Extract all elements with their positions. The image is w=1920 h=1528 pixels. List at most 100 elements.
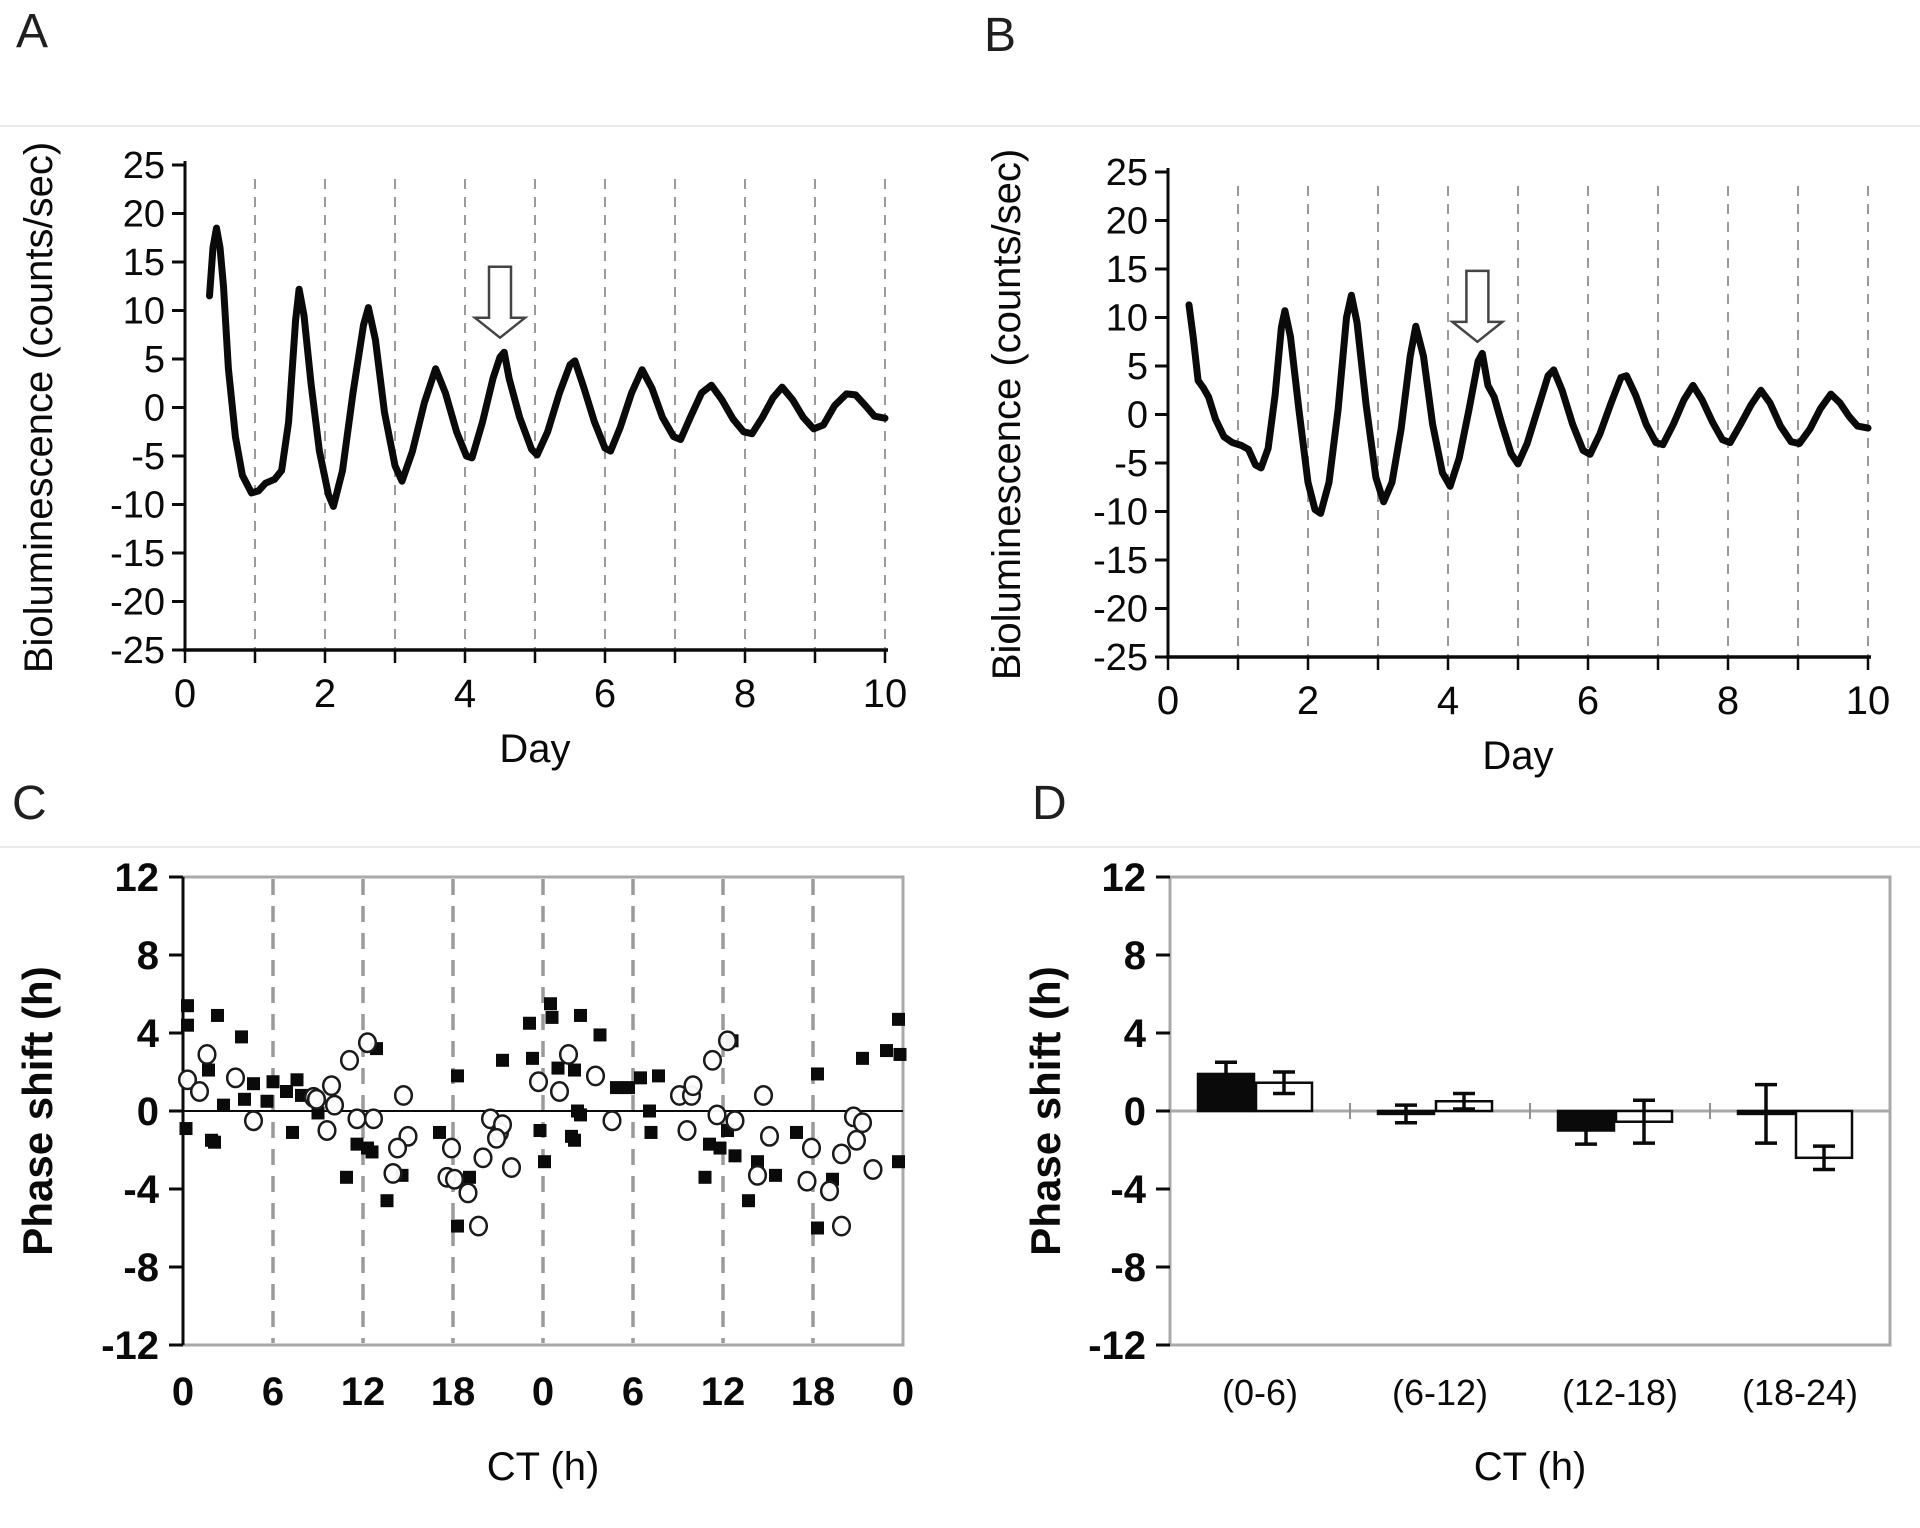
circle-marker bbox=[197, 1044, 217, 1065]
y-axis-title: Phase shift (h) bbox=[1022, 966, 1069, 1255]
square-marker bbox=[698, 1170, 712, 1184]
y-tick-label: -4 bbox=[1110, 1168, 1146, 1212]
x-tick-label: 6 bbox=[622, 1370, 644, 1414]
circle-marker bbox=[357, 1032, 378, 1054]
y-tick-label: -10 bbox=[1093, 492, 1148, 534]
circle-marker bbox=[225, 1067, 246, 1089]
y-tick-label: -25 bbox=[110, 630, 165, 672]
y-tick-label: -8 bbox=[123, 1246, 159, 1290]
circle-marker bbox=[683, 1075, 703, 1097]
square-marker bbox=[713, 1141, 727, 1155]
square-marker bbox=[811, 1221, 824, 1235]
y-tick-label: 25 bbox=[1106, 152, 1148, 194]
down-arrow-icon bbox=[471, 265, 529, 340]
square-marker bbox=[892, 1012, 905, 1026]
x-tick-label: 18 bbox=[791, 1370, 836, 1414]
square-marker bbox=[181, 1018, 194, 1032]
x-axis-title: Day bbox=[1482, 734, 1553, 778]
circle-marker bbox=[317, 1120, 337, 1141]
x-tick-label: 2 bbox=[314, 672, 336, 716]
square-marker bbox=[526, 1051, 539, 1065]
square-marker bbox=[880, 1044, 893, 1058]
square-marker bbox=[211, 1008, 224, 1022]
circle-marker bbox=[852, 1112, 873, 1134]
circle-marker bbox=[747, 1164, 768, 1186]
square-marker bbox=[208, 1135, 221, 1149]
y-tick-label: 12 bbox=[1102, 856, 1147, 900]
square-marker bbox=[217, 1098, 230, 1112]
circle-marker bbox=[324, 1094, 345, 1116]
circle-marker bbox=[468, 1215, 489, 1237]
circle-marker bbox=[677, 1120, 697, 1141]
square-marker bbox=[451, 1069, 464, 1083]
square-marker bbox=[365, 1145, 379, 1159]
x-tick-label: 8 bbox=[734, 672, 756, 716]
circle-marker bbox=[702, 1049, 723, 1071]
square-marker bbox=[811, 1067, 824, 1081]
y-tick-label: -5 bbox=[1114, 443, 1148, 485]
square-marker bbox=[574, 1008, 587, 1022]
square-marker bbox=[893, 1047, 907, 1061]
square-marker bbox=[433, 1125, 446, 1139]
x-tick-label: 0 bbox=[1157, 679, 1179, 723]
y-tick-label: 10 bbox=[1106, 298, 1148, 340]
square-marker bbox=[350, 1137, 364, 1151]
x-tick-label: 0 bbox=[892, 1370, 914, 1414]
circle-marker bbox=[717, 1030, 738, 1052]
y-tick-label: -20 bbox=[1093, 589, 1148, 631]
circle-marker bbox=[602, 1110, 622, 1132]
scan-artifact-line bbox=[0, 846, 1920, 848]
circle-marker bbox=[321, 1075, 342, 1097]
y-tick-label: 15 bbox=[1106, 249, 1148, 291]
x-category-label: (0-6) bbox=[1222, 1372, 1298, 1413]
circle-marker bbox=[759, 1125, 780, 1147]
scan-artifact-line bbox=[0, 125, 1920, 127]
square-marker bbox=[856, 1051, 869, 1065]
x-tick-label: 12 bbox=[701, 1370, 746, 1414]
x-tick-label: 2 bbox=[1297, 679, 1319, 723]
square-marker bbox=[311, 1106, 325, 1120]
square-marker bbox=[644, 1125, 658, 1139]
circle-marker bbox=[363, 1108, 384, 1130]
circle-marker bbox=[458, 1182, 478, 1204]
bioluminescence-trace bbox=[1185, 291, 1872, 517]
y-tick-label: 0 bbox=[1127, 395, 1148, 437]
x-axis-title: CT (h) bbox=[1474, 1445, 1587, 1489]
square-marker bbox=[545, 1010, 559, 1024]
square-marker bbox=[286, 1125, 299, 1139]
y-axis-title: Bioluminescence (counts/sec) bbox=[985, 149, 1029, 680]
square-marker bbox=[652, 1069, 665, 1083]
circle-marker bbox=[387, 1137, 408, 1159]
x-axis-title: Day bbox=[499, 727, 570, 771]
circle-marker bbox=[347, 1108, 367, 1130]
circle-marker bbox=[383, 1162, 403, 1184]
square-marker bbox=[523, 1016, 536, 1030]
y-tick-label: 25 bbox=[123, 145, 165, 187]
panel-a-letter: A bbox=[16, 5, 49, 58]
square-marker bbox=[574, 1108, 587, 1122]
circle-marker bbox=[846, 1129, 867, 1151]
circle-marker bbox=[819, 1180, 840, 1202]
y-tick-label: -12 bbox=[101, 1324, 159, 1368]
square-marker bbox=[533, 1124, 547, 1137]
y-tick-label: -20 bbox=[110, 582, 165, 624]
square-marker bbox=[593, 1028, 607, 1042]
circle-marker bbox=[444, 1168, 465, 1190]
circle-marker bbox=[801, 1137, 822, 1159]
square-marker bbox=[742, 1194, 755, 1208]
y-tick-label: -4 bbox=[123, 1168, 159, 1212]
down-arrow-icon bbox=[1448, 269, 1506, 344]
panel-b-letter: B bbox=[984, 9, 1017, 62]
y-tick-label: -25 bbox=[1093, 637, 1148, 679]
panel-c-letter: C bbox=[12, 777, 47, 830]
square-marker bbox=[235, 1030, 248, 1044]
square-marker bbox=[290, 1073, 304, 1087]
circle-marker bbox=[549, 1081, 570, 1102]
y-tick-label: 5 bbox=[144, 339, 165, 381]
x-tick-label: 12 bbox=[341, 1370, 386, 1414]
y-tick-label: 12 bbox=[115, 856, 160, 900]
circle-marker bbox=[831, 1143, 852, 1165]
square-marker bbox=[202, 1063, 215, 1077]
y-tick-label: -15 bbox=[110, 533, 165, 575]
